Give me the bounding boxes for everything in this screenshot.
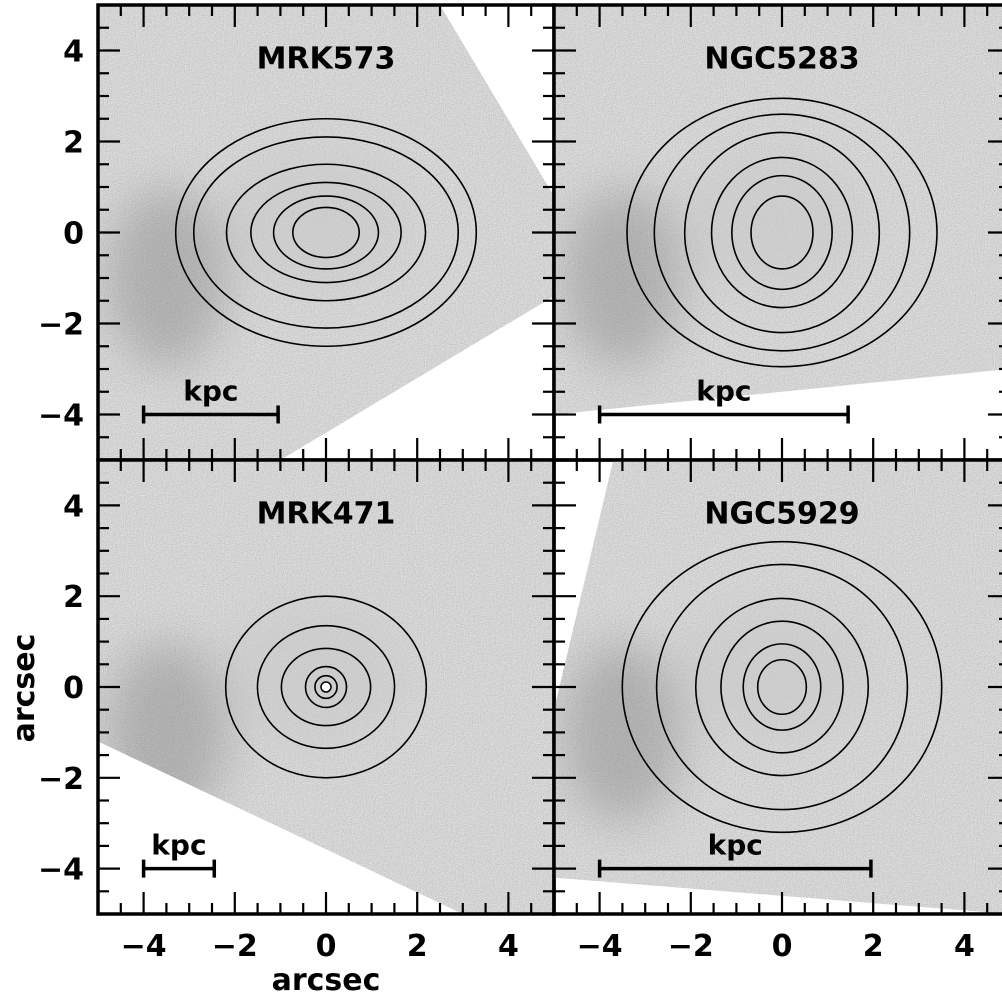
contour <box>683 131 881 334</box>
panel-ngc5929: NGC5929 kpc −4 −2 0 2 4 <box>552 458 1002 964</box>
contour <box>292 206 360 259</box>
image-region <box>98 5 554 460</box>
x-tick-label: −2 <box>668 929 714 964</box>
y-tick-label: 4 <box>63 35 84 70</box>
scale-bar <box>597 405 850 424</box>
scale-bar <box>141 859 217 878</box>
panel-title: MRK471 <box>257 497 396 532</box>
y-tick-label: 0 <box>63 671 84 706</box>
image-region <box>554 460 1002 914</box>
y-tick-label: 2 <box>63 126 84 161</box>
panel-title: MRK573 <box>257 42 396 77</box>
x-tick-label: −4 <box>121 929 167 964</box>
image-region <box>554 5 1002 415</box>
contour <box>756 658 808 716</box>
panel-mrk471: MRK471 kpc −4 −2 0 2 4 −4 −2 0 2 4 <box>38 458 556 964</box>
x-tick-label: 4 <box>954 929 975 964</box>
contour <box>742 643 822 731</box>
contour <box>224 595 428 779</box>
y-tick-label: −2 <box>38 308 84 343</box>
contour <box>272 195 380 270</box>
scale-bar <box>141 405 280 424</box>
x-tick-label: −4 <box>577 929 623 964</box>
contour <box>304 665 348 709</box>
contour <box>653 113 911 352</box>
y-tick-label: −2 <box>38 762 84 797</box>
panel-ngc5283: NGC5283 kpc <box>552 3 1002 462</box>
dark-structure <box>562 188 683 368</box>
x-axis-label: arcsec <box>272 963 381 996</box>
y-axis-label: arcsec <box>7 634 42 743</box>
panel-title: NGC5283 <box>704 42 859 77</box>
contour <box>192 136 460 329</box>
ticks <box>552 458 1002 916</box>
scale-bar-label: kpc <box>696 375 751 408</box>
scale-bar-label: kpc <box>708 829 763 862</box>
contour <box>626 97 938 368</box>
contour <box>280 647 372 727</box>
x-tick-label: −2 <box>212 929 258 964</box>
x-tick-label: 4 <box>498 929 519 964</box>
contour <box>710 156 854 309</box>
y-tick-label: −4 <box>38 853 84 888</box>
panel-title: NGC5929 <box>704 497 859 532</box>
panels-layer: MRK573 kpc −4 −2 0 2 4 NGC5283 kpc MRK471 kpc −4 −2 0… <box>38 3 1002 964</box>
ticks <box>552 3 1002 462</box>
y-tick-label: −4 <box>38 399 84 434</box>
nucleus-marker <box>320 681 332 693</box>
contour <box>225 163 427 302</box>
x-tick-label: 2 <box>863 929 884 964</box>
bright-structure <box>217 603 408 744</box>
dark-structure <box>106 642 227 823</box>
scale-bar <box>597 859 873 878</box>
contour <box>720 620 844 754</box>
y-tick-label: 2 <box>63 580 84 615</box>
scale-bar-label: kpc <box>183 375 238 408</box>
bright-structure <box>673 603 864 744</box>
contour <box>256 624 396 750</box>
panel-mrk573: MRK573 kpc −4 −2 0 2 4 <box>38 3 556 462</box>
contour <box>731 174 833 291</box>
scale-bar-label: kpc <box>151 829 206 862</box>
y-tick-label: 4 <box>63 489 84 524</box>
x-tick-label: 0 <box>316 929 337 964</box>
x-tick-label: 0 <box>772 929 793 964</box>
contour <box>655 563 909 811</box>
dark-structure <box>106 188 227 368</box>
contour <box>750 195 814 270</box>
x-tick-label: 2 <box>407 929 428 964</box>
contour <box>621 540 943 834</box>
contour <box>314 674 338 700</box>
y-tick-label: 0 <box>63 217 84 252</box>
contour <box>694 597 870 777</box>
ticks <box>96 458 556 916</box>
bright-structure <box>673 148 864 289</box>
dark-structure <box>562 642 683 823</box>
contour <box>250 181 402 284</box>
bright-structure <box>217 148 408 289</box>
contour <box>174 117 478 348</box>
